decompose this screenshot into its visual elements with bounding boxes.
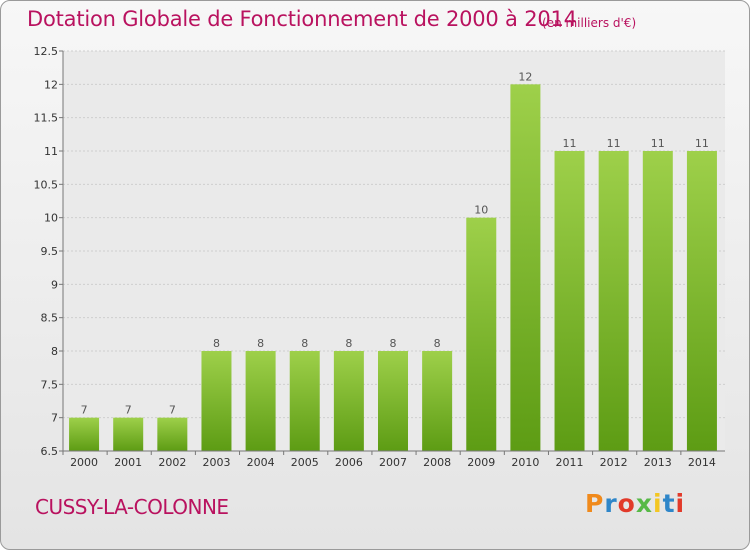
logo-letter: P bbox=[585, 489, 605, 518]
bar-2011 bbox=[554, 151, 585, 451]
bar-2013 bbox=[642, 151, 673, 451]
y-tick-label: 7 bbox=[51, 412, 58, 425]
y-tick-label: 10.5 bbox=[34, 178, 59, 191]
x-tick-label: 2013 bbox=[644, 456, 672, 469]
bars: 7 7 7 8 8 8 8 8 8 10 12 11 11 11 11 bbox=[69, 70, 717, 451]
bar-2000 bbox=[69, 417, 100, 451]
y-tick-label: 12.5 bbox=[34, 45, 59, 58]
x-tick-label: 2000 bbox=[70, 456, 98, 469]
x-tick-label: 2010 bbox=[511, 456, 539, 469]
y-tick-label: 12 bbox=[44, 78, 58, 91]
proxiti-logo[interactable]: Proxiti bbox=[585, 489, 685, 518]
data-label-2001: 7 bbox=[125, 404, 132, 417]
x-tick-label: 2001 bbox=[114, 456, 142, 469]
data-label-2012: 11 bbox=[607, 137, 621, 150]
bar-2002 bbox=[157, 417, 188, 451]
x-tick-label: 2008 bbox=[423, 456, 451, 469]
x-tick-label: 2002 bbox=[158, 456, 186, 469]
x-tick-label: 2006 bbox=[335, 456, 363, 469]
bar-2005 bbox=[289, 351, 320, 451]
data-label-2013: 11 bbox=[651, 137, 665, 150]
y-tick-label: 11 bbox=[44, 145, 58, 158]
x-tick-label: 2012 bbox=[600, 456, 628, 469]
logo-letter: t bbox=[662, 489, 676, 518]
data-label-2011: 11 bbox=[563, 137, 577, 150]
data-label-2003: 8 bbox=[213, 337, 220, 350]
data-label-2014: 11 bbox=[695, 137, 709, 150]
bar-2001 bbox=[113, 417, 144, 451]
x-tick-label: 2009 bbox=[467, 456, 495, 469]
y-tick-label: 10 bbox=[44, 212, 58, 225]
x-tick-label: 2005 bbox=[291, 456, 319, 469]
data-label-2009: 10 bbox=[474, 204, 488, 217]
logo-letter: r bbox=[604, 489, 618, 518]
x-tick-label: 2011 bbox=[556, 456, 584, 469]
bar-2010 bbox=[510, 84, 541, 451]
x-tick-label: 2003 bbox=[202, 456, 230, 469]
data-label-2007: 8 bbox=[390, 337, 397, 350]
bar-2012 bbox=[598, 151, 629, 451]
y-tick-label: 6.5 bbox=[41, 445, 59, 458]
data-label-2002: 7 bbox=[169, 404, 176, 417]
bar-2003 bbox=[201, 351, 232, 451]
chart-title: Dotation Globale de Fonctionnement de 20… bbox=[27, 7, 577, 31]
logo-letter: x bbox=[635, 489, 653, 518]
y-tick-label: 7.5 bbox=[41, 378, 59, 391]
data-label-2010: 12 bbox=[518, 70, 532, 83]
place-name: CUSSY-LA-COLONNE bbox=[35, 495, 229, 519]
bar-2007 bbox=[378, 351, 408, 451]
data-label-2000: 7 bbox=[81, 404, 88, 417]
y-tick-label: 11.5 bbox=[34, 112, 59, 125]
data-label-2005: 8 bbox=[301, 337, 308, 350]
data-label-2004: 8 bbox=[257, 337, 264, 350]
y-tick-label: 9 bbox=[51, 278, 58, 291]
axes: 6.5 7 7.5 8 8.5 9 9.5 10 10.5 11 11.5 12 12.5 2000 200… bbox=[34, 45, 725, 469]
y-tick-label: 9.5 bbox=[41, 245, 59, 258]
bar-2006 bbox=[333, 351, 364, 451]
data-label-2006: 8 bbox=[345, 337, 352, 350]
bar-2008 bbox=[422, 351, 453, 451]
data-label-2008: 8 bbox=[434, 337, 441, 350]
logo-letter: i bbox=[675, 489, 686, 518]
unit-label: (en milliers d'€) bbox=[542, 16, 637, 30]
x-tick-label: 2004 bbox=[247, 456, 275, 469]
y-tick-label: 8.5 bbox=[41, 312, 59, 325]
bar-2014 bbox=[686, 151, 717, 451]
logo-letter: o bbox=[617, 489, 636, 518]
bar-2004 bbox=[245, 351, 276, 451]
logo-letter: i bbox=[653, 489, 663, 518]
x-tick-label: 2007 bbox=[379, 456, 407, 469]
bar-2009 bbox=[466, 217, 497, 451]
x-tick-label: 2014 bbox=[688, 456, 716, 469]
y-tick-label: 8 bbox=[51, 345, 58, 358]
